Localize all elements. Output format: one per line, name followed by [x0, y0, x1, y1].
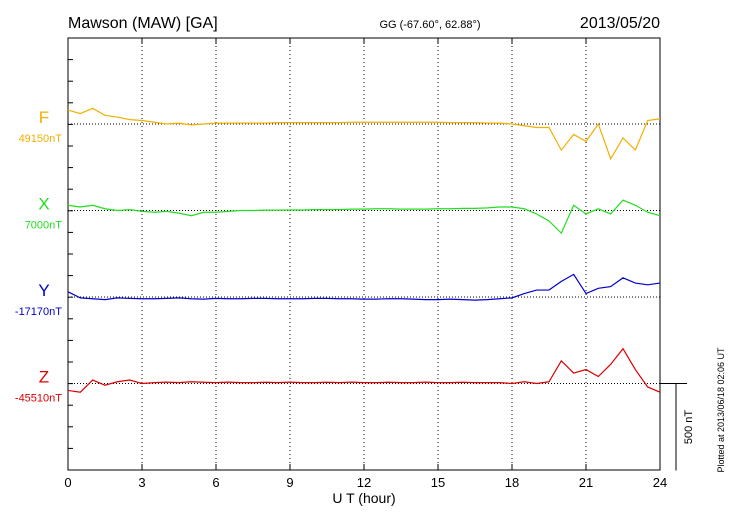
chart-date: 2013/05/20 — [580, 15, 660, 32]
series-line — [67, 347, 661, 393]
chart-title: Mawson (MAW) [GA] — [68, 15, 218, 32]
x-tick-label: 18 — [505, 475, 519, 490]
series-line — [67, 273, 661, 301]
x-tick-label: 3 — [138, 475, 145, 490]
baseline-label: 49150nT — [19, 133, 63, 145]
x-axis-label: U T (hour) — [332, 490, 395, 506]
x-tick-label: 0 — [64, 475, 71, 490]
x-tick-label: 24 — [653, 475, 667, 490]
x-tick-label: 6 — [212, 475, 219, 490]
plot-note: Plotted at 2013/06/18 02:06 UT — [716, 347, 726, 473]
series-line — [67, 107, 661, 161]
baseline-label: 7000nT — [25, 220, 63, 232]
series-name: Z — [39, 368, 49, 387]
series-name: F — [39, 108, 49, 127]
chart-subtitle: GG (-67.60°, 62.88°) — [379, 19, 480, 31]
series-line — [67, 199, 661, 235]
baseline-label: -17170nT — [15, 306, 62, 318]
x-tick-label: 12 — [357, 475, 371, 490]
series-name: X — [38, 195, 49, 214]
x-tick-label: 15 — [431, 475, 445, 490]
x-tick-label: 21 — [579, 475, 593, 490]
baseline-label: -45510nT — [15, 393, 62, 405]
series-name: Y — [38, 281, 49, 300]
x-tick-label: 9 — [286, 475, 293, 490]
scale-bar-label: 500 nT — [683, 410, 695, 445]
